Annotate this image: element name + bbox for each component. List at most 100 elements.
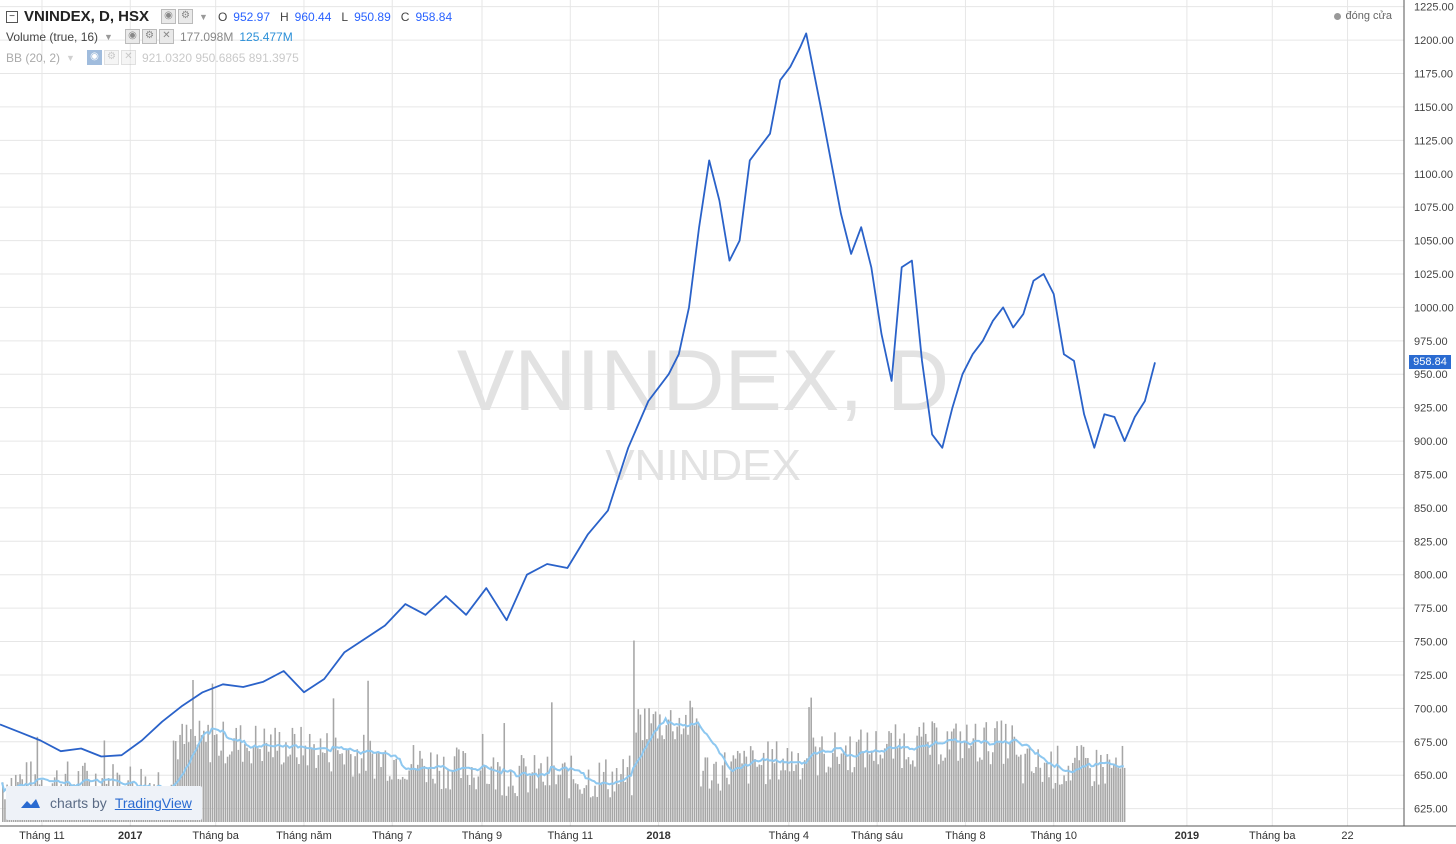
volume-bar (365, 770, 367, 822)
close-icon[interactable]: ✕ (120, 50, 136, 65)
tradingview-badge[interactable]: charts by TradingView (6, 786, 202, 820)
volume-bar (961, 758, 964, 822)
volume-bar (203, 730, 205, 822)
volume-bar (233, 738, 235, 822)
gear-icon[interactable]: ⚙ (178, 9, 194, 24)
volume-bar (244, 743, 246, 822)
volume-bar (654, 711, 657, 822)
volume-bar (246, 747, 248, 822)
branding-link[interactable]: TradingView (114, 795, 192, 811)
x-tick-label: Tháng 11 (547, 830, 593, 842)
legend-dot (1334, 12, 1342, 20)
volume-bar (408, 770, 410, 822)
symbol-label[interactable]: VNINDEX, D, HSX (24, 8, 150, 25)
volume-bar (496, 762, 499, 822)
volume-bar (795, 764, 797, 822)
volume-bar (1017, 756, 1020, 822)
volume-bar (974, 723, 977, 822)
volume-bar (622, 759, 624, 822)
volume-bar (1084, 757, 1087, 822)
volume-bar (308, 733, 311, 822)
volume-bar (397, 778, 400, 822)
volume-bar (540, 763, 542, 822)
volume-bar (1028, 747, 1031, 822)
volume-bar (916, 735, 918, 822)
volume-bar (215, 734, 218, 822)
volume-bar (440, 789, 443, 822)
volume-bar (501, 795, 503, 822)
gear-icon[interactable]: ⚙ (103, 50, 119, 65)
volume-bar (231, 751, 233, 822)
volume-bar (674, 739, 676, 822)
volume-bar (343, 764, 346, 822)
volume-bar (507, 786, 510, 822)
close-icon[interactable]: ✕ (158, 29, 174, 44)
volume-bar (512, 785, 514, 822)
y-tick-label: 1150.00 (1414, 102, 1453, 114)
volume-bar (909, 764, 912, 822)
volume-bar (942, 760, 944, 822)
volume-bar (931, 721, 934, 822)
volume-bar (698, 725, 700, 822)
volume-bar (706, 757, 709, 822)
x-tick-label: Tháng ba (1249, 830, 1296, 842)
volume-bar (514, 793, 516, 822)
eye-icon[interactable]: ◉ (124, 29, 140, 44)
volume-bar (754, 759, 756, 822)
collapse-icon[interactable]: − (6, 10, 18, 23)
volume-bar (626, 767, 629, 822)
volume-label[interactable]: Volume (true, 16) (6, 29, 99, 44)
volume-bar (574, 783, 577, 822)
volume-bar (272, 757, 274, 822)
volume-bar (723, 752, 726, 822)
x-tick-label: Tháng 10 (1030, 830, 1076, 842)
x-tick-label: 2017 (118, 830, 142, 842)
y-tick-label: 775.00 (1414, 603, 1448, 615)
volume-bar (1102, 767, 1104, 822)
volume-bar (1078, 760, 1081, 822)
price-line (0, 32, 1156, 758)
chevron-down-icon[interactable]: ▼ (66, 52, 75, 63)
volume-bar (576, 784, 579, 822)
volume-bar (1024, 753, 1026, 822)
volume-bar (410, 764, 413, 822)
volume-bar (570, 755, 573, 822)
volume-bar (589, 797, 592, 822)
volume-bar (860, 729, 862, 822)
volume-bar (213, 734, 216, 822)
bb-label[interactable]: BB (20, 2) (6, 50, 61, 65)
volume-bar (918, 726, 921, 822)
volume-bar (391, 779, 393, 822)
eye-icon[interactable]: ◉ (161, 9, 177, 24)
volume-bar (592, 796, 594, 822)
volume-bar (388, 776, 391, 822)
volume-bar (955, 723, 957, 822)
close-key: C (400, 9, 410, 24)
volume-bar (687, 734, 689, 822)
volume-bar (1022, 783, 1024, 822)
gear-icon[interactable]: ⚙ (141, 29, 157, 44)
chevron-down-icon[interactable]: ▼ (104, 31, 113, 42)
volume-bar (172, 740, 175, 822)
volume-bar (814, 746, 817, 822)
volume-bar (347, 749, 350, 822)
volume-bar (912, 760, 914, 822)
volume-bar (200, 735, 203, 822)
watermark-title: VNINDEX, D (457, 333, 949, 429)
chevron-down-icon[interactable]: ▼ (199, 11, 208, 22)
volume-bar (522, 758, 525, 822)
volume-bar (829, 767, 832, 822)
legend-bb: BB (20, 2) ▼ ◉ ⚙ ✕ 921.0320 950.6865 891… (6, 50, 299, 65)
volume-bar (205, 741, 207, 822)
volume-bar (676, 726, 678, 822)
volume-bar (983, 727, 985, 822)
volume-bar (680, 734, 683, 822)
volume-bar (985, 722, 988, 822)
volume-bar (220, 750, 222, 822)
volume-bar (596, 796, 598, 822)
volume-bar (907, 757, 910, 822)
volume-bar (890, 732, 892, 822)
volume-bar (350, 754, 352, 822)
eye-icon[interactable]: ◉ (86, 50, 102, 65)
volume-bar (103, 740, 106, 822)
